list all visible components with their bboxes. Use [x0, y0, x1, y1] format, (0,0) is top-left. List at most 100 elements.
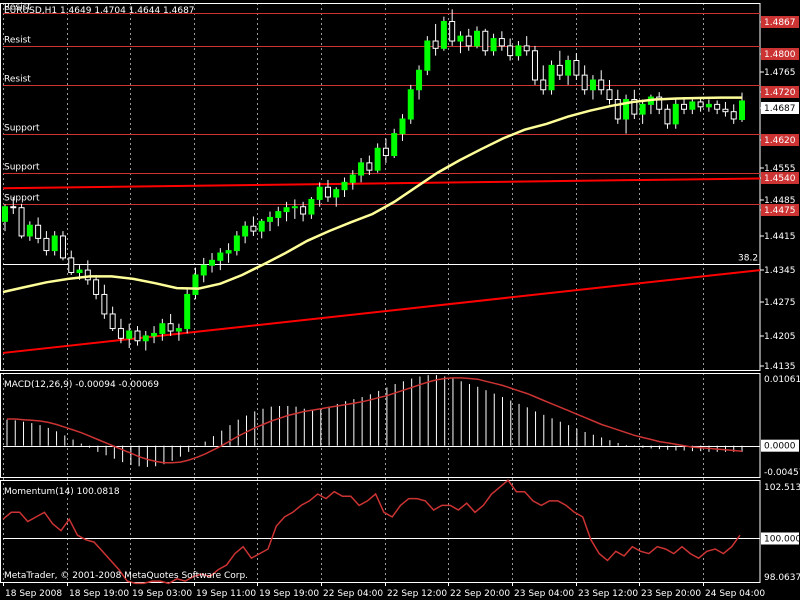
macd-histogram [3, 375, 760, 467]
y-tick-label: 1.4555 [764, 164, 796, 174]
candle-bull [126, 330, 133, 339]
pane-frames [0, 3, 761, 583]
candle-bear [523, 45, 530, 52]
candle-bull [283, 207, 290, 213]
candle-bull [672, 103, 679, 125]
copyright-text: MetaTrader, © 2001-2008 MetaQuotes Softw… [4, 571, 248, 581]
x-tick-label: 22 Sep 04:00 [323, 589, 383, 599]
x-tick-label: 23 Sep 20:00 [641, 589, 701, 599]
macd-tick-label: -0.00457 [764, 468, 800, 478]
x-tick-label: 18 Sep 2008 [5, 589, 62, 599]
y-tick-label: 1.4620 [764, 136, 796, 146]
candle-bear [134, 330, 141, 342]
momentum-tick-label: 102.5134 [764, 483, 800, 493]
macd-title: MACD(12,26,9) -0.00094 -0.00069 [4, 380, 159, 390]
candle-bull [416, 69, 423, 91]
candle-bull [51, 235, 58, 252]
candle-bear [531, 50, 538, 81]
price-axis: 1.4867 1.4800 1.4765 1.4720 1.4687 1.4620 1.45… [760, 16, 800, 583]
candle-bull [275, 211, 282, 218]
candle-bull [358, 162, 365, 176]
candle-bull [217, 252, 224, 261]
y-tick-label: 1.4475 [764, 206, 796, 216]
level-tag [761, 48, 799, 60]
candle-bear [43, 237, 50, 252]
candle-bull [209, 259, 216, 266]
moving-average-line [2, 96, 742, 294]
level-label: Support [4, 194, 40, 204]
candle-bear [681, 103, 688, 110]
y-tick-label: 1.4275 [764, 298, 796, 308]
pane-frame [0, 373, 761, 478]
level-tag [761, 134, 799, 146]
candle-bear [540, 79, 547, 91]
x-tick-label: 22 Sep 20:00 [450, 589, 510, 599]
level-label: Support [4, 124, 40, 134]
candle-bull [308, 198, 315, 215]
y-tick-label: 1.4867 [764, 18, 796, 28]
candle-bear [93, 279, 100, 295]
candle-bull [639, 103, 646, 115]
candle-bear [449, 21, 456, 42]
candle-bear [498, 38, 505, 47]
x-tick-label: 23 Sep 04:00 [514, 589, 574, 599]
candle-bear [614, 99, 621, 120]
momentum-title: Momentum(14) 100.0818 [4, 487, 120, 497]
macd-tick-label: 0.01061 [764, 375, 800, 385]
y-tick-label: 1.4765 [764, 68, 796, 78]
candles [2, 9, 745, 351]
candle-bear [250, 225, 257, 232]
candle-bear [101, 293, 108, 315]
candle-bear [556, 64, 563, 76]
candle-bear [59, 235, 66, 259]
y-tick-label: 1.4540 [764, 174, 796, 184]
candle-bear [697, 101, 704, 108]
current-price-tag [761, 102, 799, 114]
candle-bear [35, 224, 42, 239]
candle-bull [424, 40, 431, 71]
candle-bull [184, 293, 191, 330]
candle-bear [117, 328, 124, 339]
candle-bull [258, 220, 265, 232]
candle-bull [291, 206, 298, 209]
candle-bull [142, 335, 149, 342]
fib-label: 38.2 [738, 254, 758, 264]
level-label: Resist [4, 36, 31, 46]
trendline [2, 177, 761, 190]
x-tick-label: 24 Sep 04:00 [705, 589, 765, 599]
level-label: Resist [4, 75, 31, 85]
candle-bull [26, 224, 33, 237]
chart-title: EURUSD,H1 1.4649 1.4704 1.4644 1.4687 [4, 6, 195, 16]
candle-bear [465, 35, 472, 47]
candle-bull [151, 332, 158, 337]
y-tick-label: 1.4415 [764, 232, 796, 242]
candle-bear [109, 313, 116, 330]
candle-bull [391, 133, 398, 157]
candle-bear [507, 45, 514, 57]
x-tick-label: 23 Sep 12:00 [578, 589, 638, 599]
momentum-100-tag [761, 532, 799, 545]
candle-bull [242, 225, 249, 237]
pane-frame [0, 480, 761, 583]
pane-frame [0, 3, 761, 371]
candle-bull [490, 38, 497, 52]
candle-bull [474, 30, 481, 47]
y-tick-label: 1.4720 [764, 88, 796, 98]
y-tick-label: 1.4345 [764, 266, 796, 276]
candle-bear [656, 96, 663, 110]
momentum-tick-label: 98.0637 [764, 573, 800, 583]
candle-bear [714, 103, 721, 110]
x-tick-label: 19 Sep 19:00 [259, 589, 319, 599]
level-label: Resist [4, 3, 31, 13]
level-tag [761, 16, 799, 28]
candle-bull [2, 206, 8, 222]
candle-bear [606, 89, 613, 101]
y-tick-label: 1.4485 [764, 196, 796, 206]
candle-bull [374, 147, 381, 171]
candle-bull [192, 274, 199, 295]
level-tag [761, 204, 799, 216]
x-tick-label: 22 Sep 12:00 [387, 589, 447, 599]
candle-bull [333, 189, 340, 198]
candle-bear [730, 111, 737, 120]
y-tick-label: 1.4205 [764, 332, 796, 342]
